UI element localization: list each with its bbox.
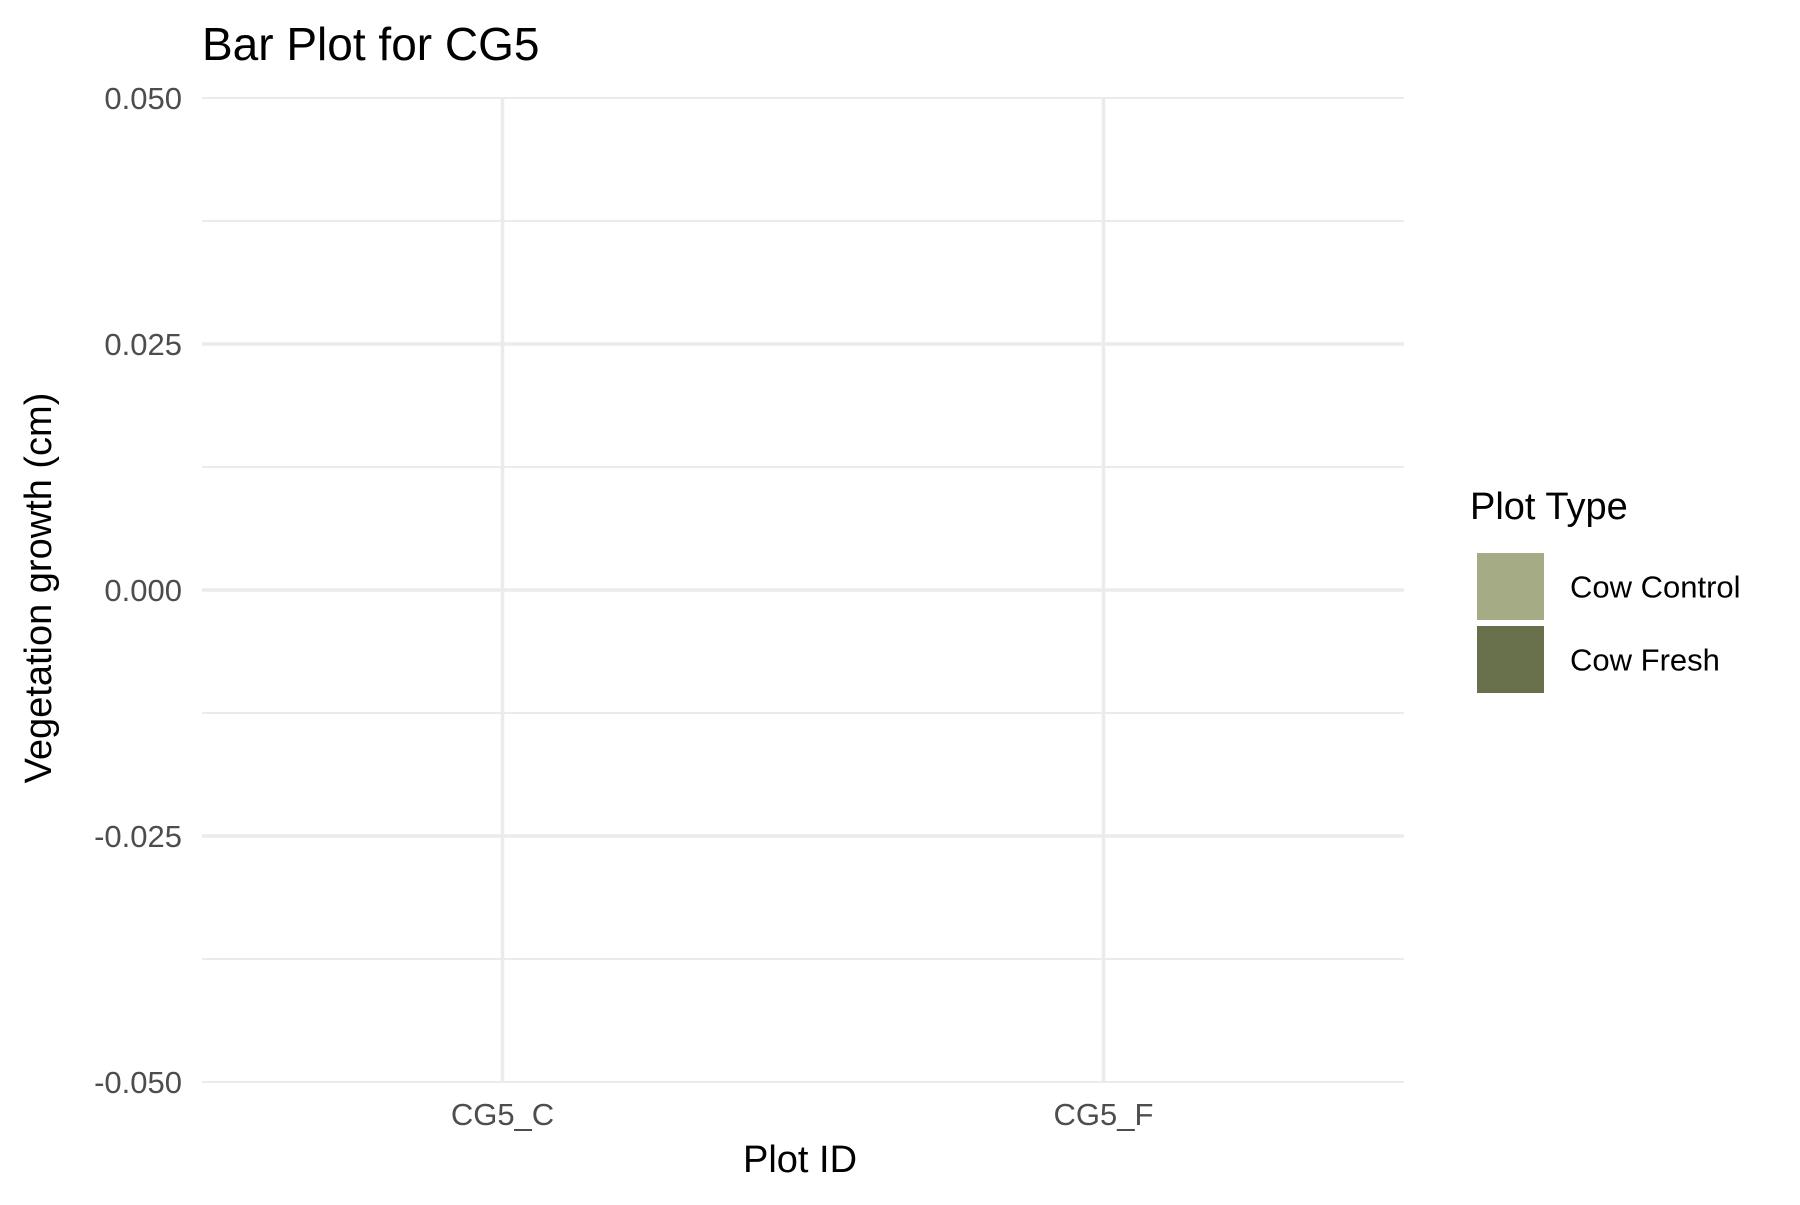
legend-swatch — [1477, 553, 1544, 620]
legend-swatch — [1477, 626, 1544, 693]
y-axis-title: Vegetation growth (cm) — [18, 393, 60, 784]
x-tick-label: CG5_F — [1054, 1097, 1154, 1132]
x-tick-label: CG5_C — [451, 1097, 554, 1132]
y-tick-label: 0.025 — [104, 327, 182, 362]
y-tick-label: -0.050 — [94, 1065, 182, 1100]
legend-title: Plot Type — [1470, 486, 1628, 528]
grid-lines — [202, 97, 1404, 1083]
legend-entry: Cow Fresh — [1477, 626, 1720, 693]
legend-label: Cow Fresh — [1570, 643, 1720, 678]
y-tick-label: 0.050 — [104, 81, 182, 116]
y-tick-label: 0.000 — [104, 573, 182, 608]
chart-title: Bar Plot for CG5 — [202, 18, 539, 70]
y-tick-label: -0.025 — [94, 819, 182, 854]
legend-entry: Cow Control — [1477, 553, 1741, 620]
y-axis-ticks: -0.050 -0.025 0.000 0.025 0.050 — [94, 81, 182, 1100]
x-axis-title: Plot ID — [743, 1139, 857, 1181]
legend-entries: Cow Control Cow Fresh — [1477, 553, 1741, 693]
x-axis-ticks: CG5_C CG5_F — [451, 1097, 1154, 1132]
legend: Plot Type Cow Control Cow Fresh — [1470, 486, 1741, 693]
legend-label: Cow Control — [1570, 570, 1741, 605]
